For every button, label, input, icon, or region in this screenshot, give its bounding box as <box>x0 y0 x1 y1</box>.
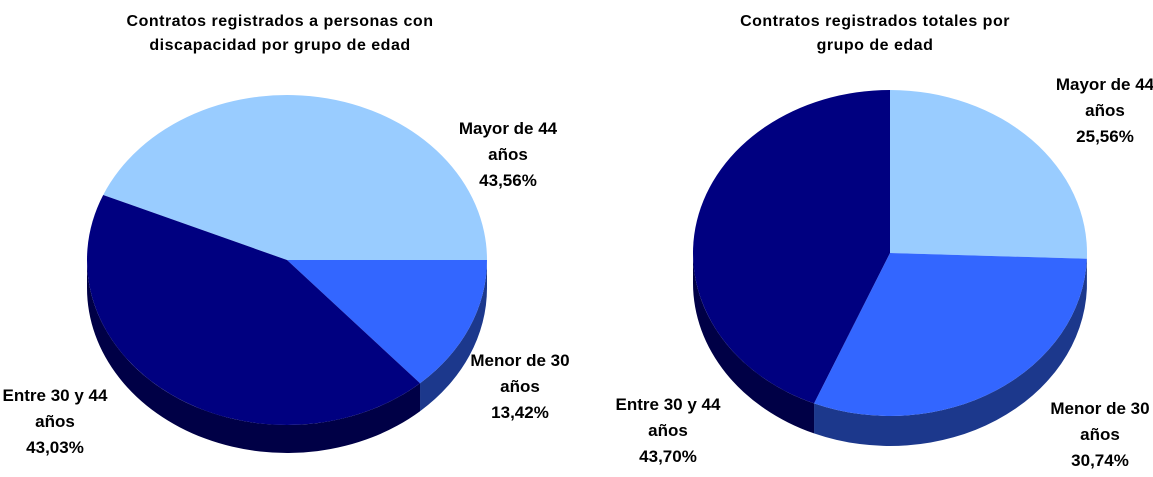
label-text: 25,56% <box>1076 127 1134 146</box>
label-text: Mayor de 44 años <box>1055 75 1153 120</box>
slice-label: Menor de 30 años 30,74% <box>1045 396 1153 474</box>
slice-side <box>86 260 421 454</box>
label-text: Menor de 30 años <box>1050 399 1150 444</box>
slice <box>103 95 487 261</box>
slice <box>692 90 890 404</box>
slice-label: Entre 30 y 44 años 43,70% <box>613 392 723 470</box>
slice-label: Mayor de 44 años 43,56% <box>453 116 563 194</box>
slice <box>287 260 487 384</box>
label-text: 43,56% <box>479 171 537 190</box>
slice-side <box>420 260 487 412</box>
label-text: Entre 30 y 44 años <box>615 395 721 440</box>
slice-side <box>814 258 1087 446</box>
slice-label: Menor de 30 años 13,42% <box>465 348 575 426</box>
slice <box>890 90 1087 259</box>
slice <box>814 253 1087 416</box>
label-text: Mayor de 44 años <box>458 119 558 164</box>
chart-title: Contratos registrados totales por grupo … <box>740 13 1010 54</box>
slice <box>86 194 421 426</box>
label-text: 13,42% <box>491 403 549 422</box>
label-text: Entre 30 y 44 años <box>2 386 108 431</box>
slice-side <box>693 253 815 434</box>
label-text: 43,03% <box>26 438 84 457</box>
label-text: 43,70% <box>639 447 697 466</box>
label-text: Menor de 30 años <box>470 351 570 396</box>
slice-label: Entre 30 y 44 años 43,03% <box>0 383 110 461</box>
chart-title: Contratos registrados a personas con dis… <box>126 13 434 54</box>
label-text: 30,74% <box>1071 451 1129 470</box>
slice-label: Mayor de 44 años 25,56% <box>1050 72 1153 150</box>
